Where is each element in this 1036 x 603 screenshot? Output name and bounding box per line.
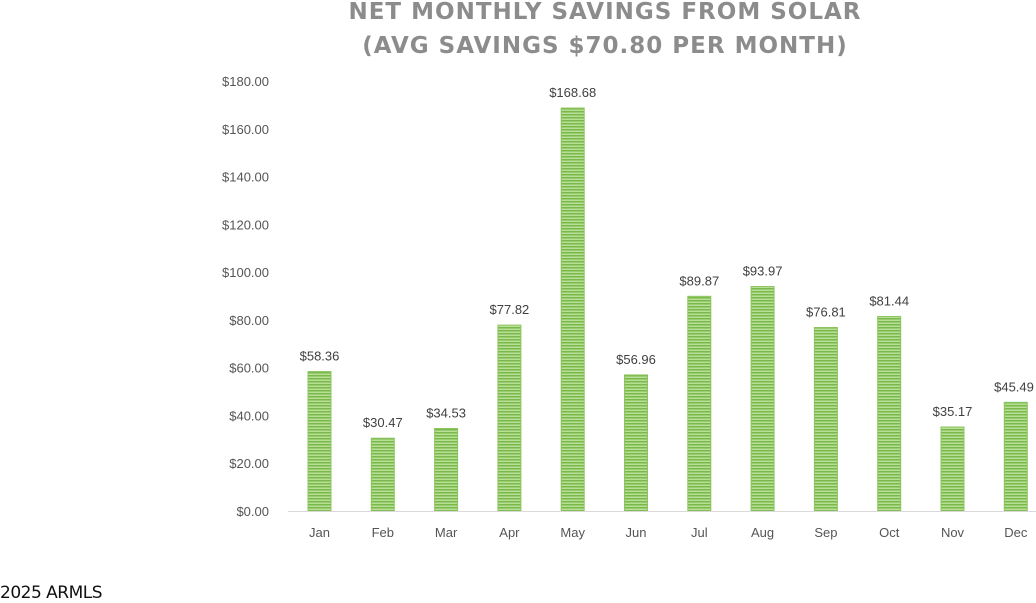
x-tick-label: Jan <box>309 525 330 540</box>
chart-title-line-1: NET MONTHLY SAVINGS FROM SOLAR <box>348 0 861 25</box>
bar-dec <box>1003 401 1028 512</box>
y-tick-label: $0.00 <box>236 504 269 519</box>
data-label: $58.36 <box>300 349 340 364</box>
chart-title-line-2: (AVG SAVINGS $70.80 PER MONTH) <box>362 33 848 59</box>
x-tick-label: Mar <box>435 525 458 540</box>
copyright-footer: 2025 ARMLS <box>0 583 103 603</box>
data-label: $168.68 <box>549 85 596 100</box>
x-tick-label: Feb <box>372 525 394 540</box>
bar-feb <box>370 437 395 512</box>
bar-nov <box>940 426 965 512</box>
data-label: $35.17 <box>933 404 973 419</box>
bar-series: $58.36 $30.47 $34.53 $77.82 $168.68 $56.96 $89… <box>300 85 1034 512</box>
y-tick-label: $160.00 <box>222 122 269 137</box>
data-label: $34.53 <box>426 406 466 421</box>
y-tick-label: $60.00 <box>229 361 269 376</box>
y-tick-label: $140.00 <box>222 170 269 185</box>
x-tick-label: Oct <box>879 525 900 540</box>
data-label: $89.87 <box>679 273 719 288</box>
y-tick-label: $180.00 <box>222 74 269 89</box>
bar-oct <box>877 315 902 512</box>
data-label: $77.82 <box>490 302 530 317</box>
x-axis: Jan Feb Mar Apr May Jun Jul Aug Sep Oct Nov Dec <box>288 511 1036 540</box>
data-label: $81.44 <box>869 293 909 308</box>
data-label: $56.96 <box>616 352 656 367</box>
y-tick-label: $80.00 <box>229 313 269 328</box>
bar-sep <box>813 327 838 512</box>
x-tick-label: Dec <box>1004 525 1028 540</box>
bar-jul <box>687 295 712 512</box>
y-axis: $0.00 $20.00 $40.00 $60.00 $80.00 $100.00 $120… <box>222 74 269 519</box>
data-label: $45.49 <box>994 379 1034 394</box>
bar-jun <box>624 374 648 512</box>
bar-apr <box>497 324 522 512</box>
x-tick-label: Jun <box>626 525 647 540</box>
x-tick-label: Nov <box>941 525 965 540</box>
data-label: $76.81 <box>806 305 846 320</box>
x-tick-label: May <box>560 525 585 540</box>
data-label: $30.47 <box>363 415 403 430</box>
y-tick-label: $120.00 <box>222 217 269 232</box>
y-tick-label: $20.00 <box>229 456 269 471</box>
bar-aug <box>750 286 775 512</box>
x-tick-label: Jul <box>691 525 708 540</box>
y-tick-label: $40.00 <box>229 408 269 423</box>
x-tick-label: Sep <box>814 525 837 540</box>
bar-jan <box>307 371 332 512</box>
y-tick-label: $100.00 <box>222 265 269 280</box>
bar-mar <box>434 428 459 512</box>
bar-may <box>560 107 585 512</box>
x-tick-label: Aug <box>751 525 774 540</box>
x-tick-label: Apr <box>499 525 520 540</box>
data-label: $93.97 <box>743 264 783 279</box>
